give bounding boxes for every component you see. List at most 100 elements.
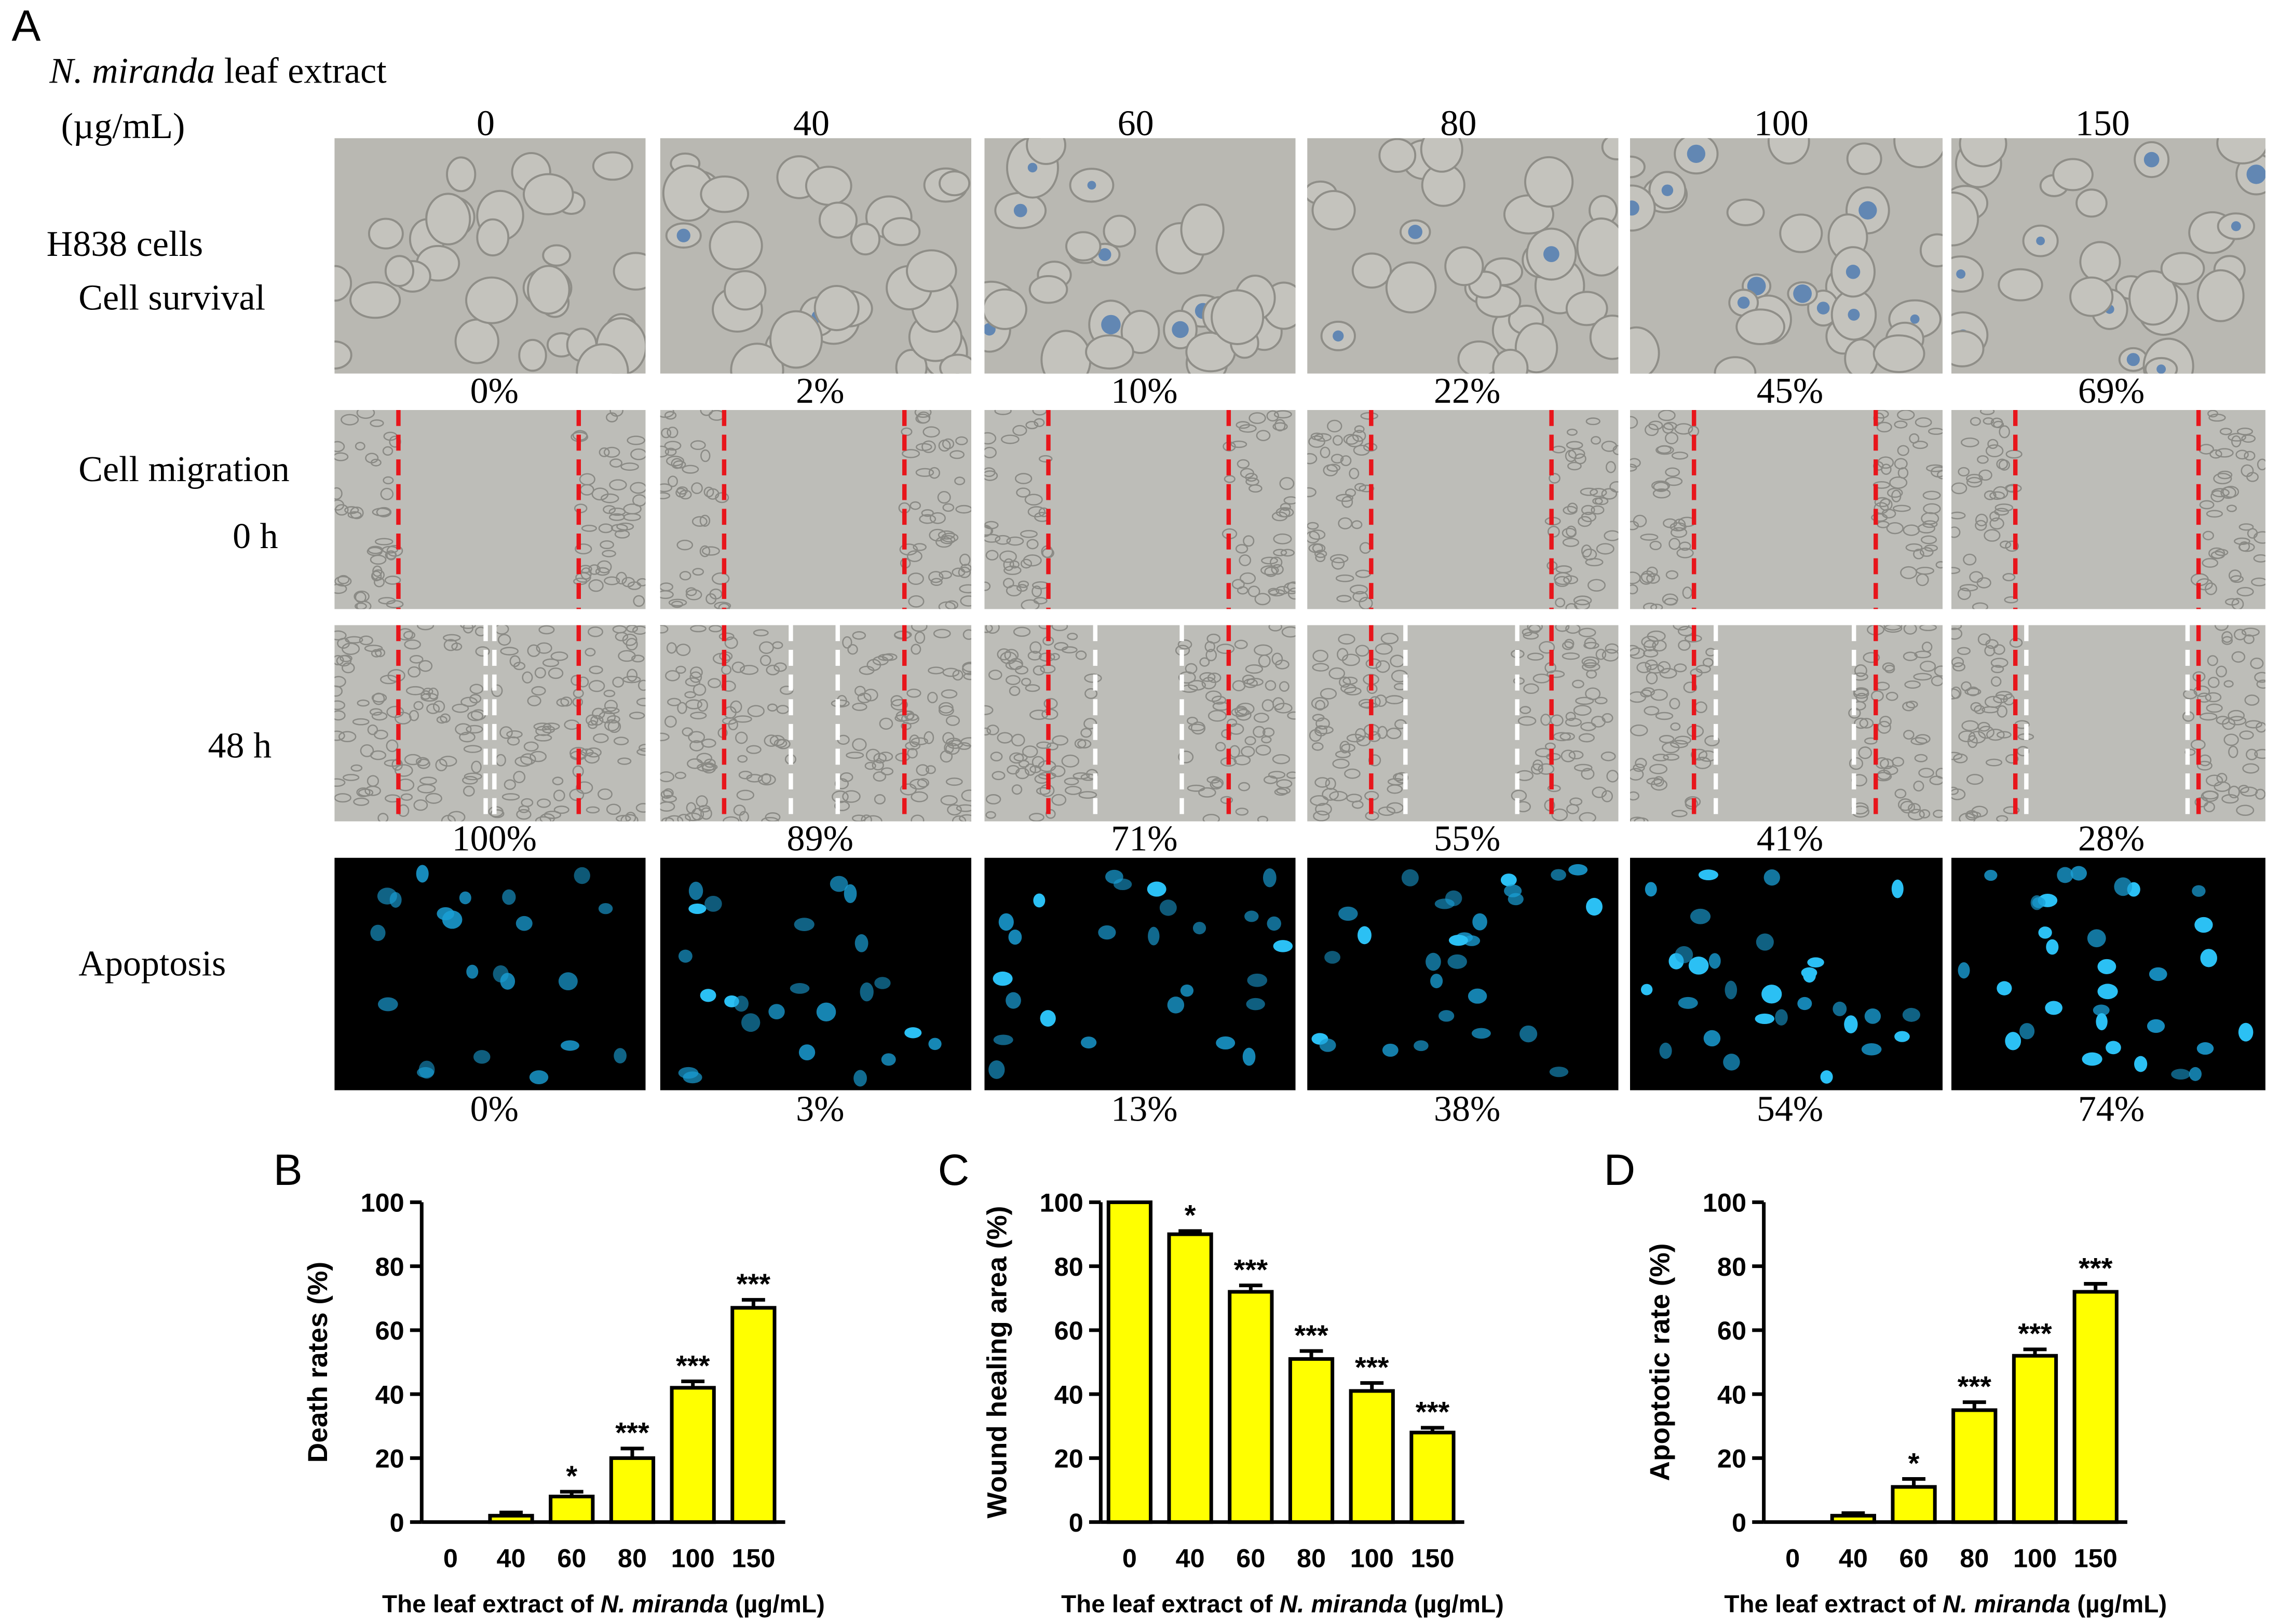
cell (632, 494, 646, 507)
cell (1646, 777, 1662, 785)
cell (679, 571, 691, 581)
row-label-48h: 48 h (208, 727, 272, 767)
cell (1630, 816, 1645, 822)
cell (436, 716, 447, 724)
cell (661, 817, 674, 822)
cell (604, 719, 620, 732)
nucleus (1463, 935, 1481, 946)
nucleus (370, 924, 386, 941)
cell (598, 788, 613, 800)
cell (1676, 548, 1694, 558)
cell (1013, 753, 1028, 762)
cell (586, 714, 599, 726)
cell (689, 740, 704, 752)
nucleus (1167, 997, 1185, 1014)
cell (1643, 649, 1659, 658)
cell (1951, 657, 1964, 667)
cell (1527, 652, 1544, 661)
nucleus (2196, 1042, 2214, 1055)
cell (1327, 419, 1342, 433)
cell (1231, 579, 1245, 590)
nucleus (1148, 926, 1160, 946)
nucleus (598, 903, 613, 915)
dead-cell-stain (1172, 321, 1189, 338)
cell (914, 410, 932, 418)
cell (1564, 638, 1575, 649)
cell (629, 712, 645, 720)
cell (714, 602, 731, 609)
cell (1978, 469, 1992, 481)
cell (1630, 768, 1644, 781)
cell (1886, 522, 1904, 535)
cell (1864, 737, 1878, 745)
significance-marker: *** (1958, 1370, 1992, 1402)
cell (759, 654, 771, 666)
cell (1332, 758, 1350, 769)
cell (1180, 203, 1225, 256)
nucleus (1708, 953, 1721, 969)
cell (699, 545, 711, 557)
migration-image (660, 625, 972, 822)
cell (334, 583, 347, 594)
cell (940, 750, 953, 763)
y-tick-label: 40 (1717, 1380, 1746, 1409)
cell (1007, 765, 1020, 775)
cell (890, 699, 908, 711)
cell (1014, 473, 1033, 484)
cell (1346, 794, 1362, 803)
cell (1015, 768, 1029, 780)
cell (2217, 470, 2233, 480)
micrograph (984, 138, 1296, 374)
cell (1595, 648, 1607, 660)
cell (664, 441, 682, 451)
cell (439, 756, 457, 767)
cell (1591, 436, 1602, 445)
nucleus (2114, 877, 2133, 896)
y-tick-label: 80 (1054, 1252, 1083, 1281)
cell (2250, 658, 2264, 670)
cell (341, 414, 359, 426)
cell (1580, 722, 1596, 731)
cell (1283, 582, 1296, 594)
y-axis-label: Wound healing area (%) (982, 1206, 1012, 1519)
cell (914, 631, 926, 644)
cell (1859, 718, 1874, 729)
cell (618, 650, 636, 662)
cell (676, 644, 691, 656)
cell (1065, 231, 1102, 262)
migration-percent: 89% (786, 820, 853, 859)
cell (911, 814, 925, 822)
cell (676, 539, 694, 551)
x-tick-label: 40 (1839, 1543, 1868, 1573)
cell (1009, 752, 1024, 764)
cell (1951, 752, 1963, 760)
cell (1900, 800, 1916, 814)
row-label-cells: H838 cells (46, 225, 203, 265)
cell (874, 794, 886, 804)
cell (1987, 439, 1999, 449)
cell (1262, 727, 1275, 737)
x-label-species: N. miranda (1280, 1590, 1407, 1618)
cell (1254, 593, 1271, 606)
micrograph (984, 410, 1296, 609)
cell (2003, 806, 2020, 814)
nucleus (790, 983, 810, 994)
cell (459, 731, 476, 743)
nucleus (1690, 908, 1711, 924)
cell (612, 676, 625, 688)
cell (1224, 475, 1236, 483)
micrograph (334, 410, 646, 609)
cell (765, 812, 781, 822)
cell (334, 499, 345, 511)
nucleus (459, 891, 471, 905)
cell (589, 665, 603, 674)
cell (356, 787, 371, 797)
cell (1671, 452, 1689, 460)
cell (1263, 775, 1278, 784)
cell (1065, 786, 1082, 795)
cell (627, 435, 645, 445)
cell (1359, 484, 1375, 493)
cell (1227, 718, 1238, 727)
cell (691, 516, 708, 527)
cell (575, 543, 592, 555)
